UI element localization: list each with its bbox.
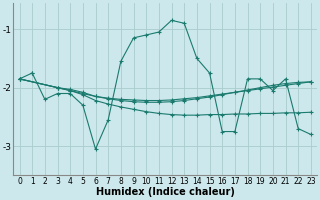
X-axis label: Humidex (Indice chaleur): Humidex (Indice chaleur) — [96, 187, 235, 197]
